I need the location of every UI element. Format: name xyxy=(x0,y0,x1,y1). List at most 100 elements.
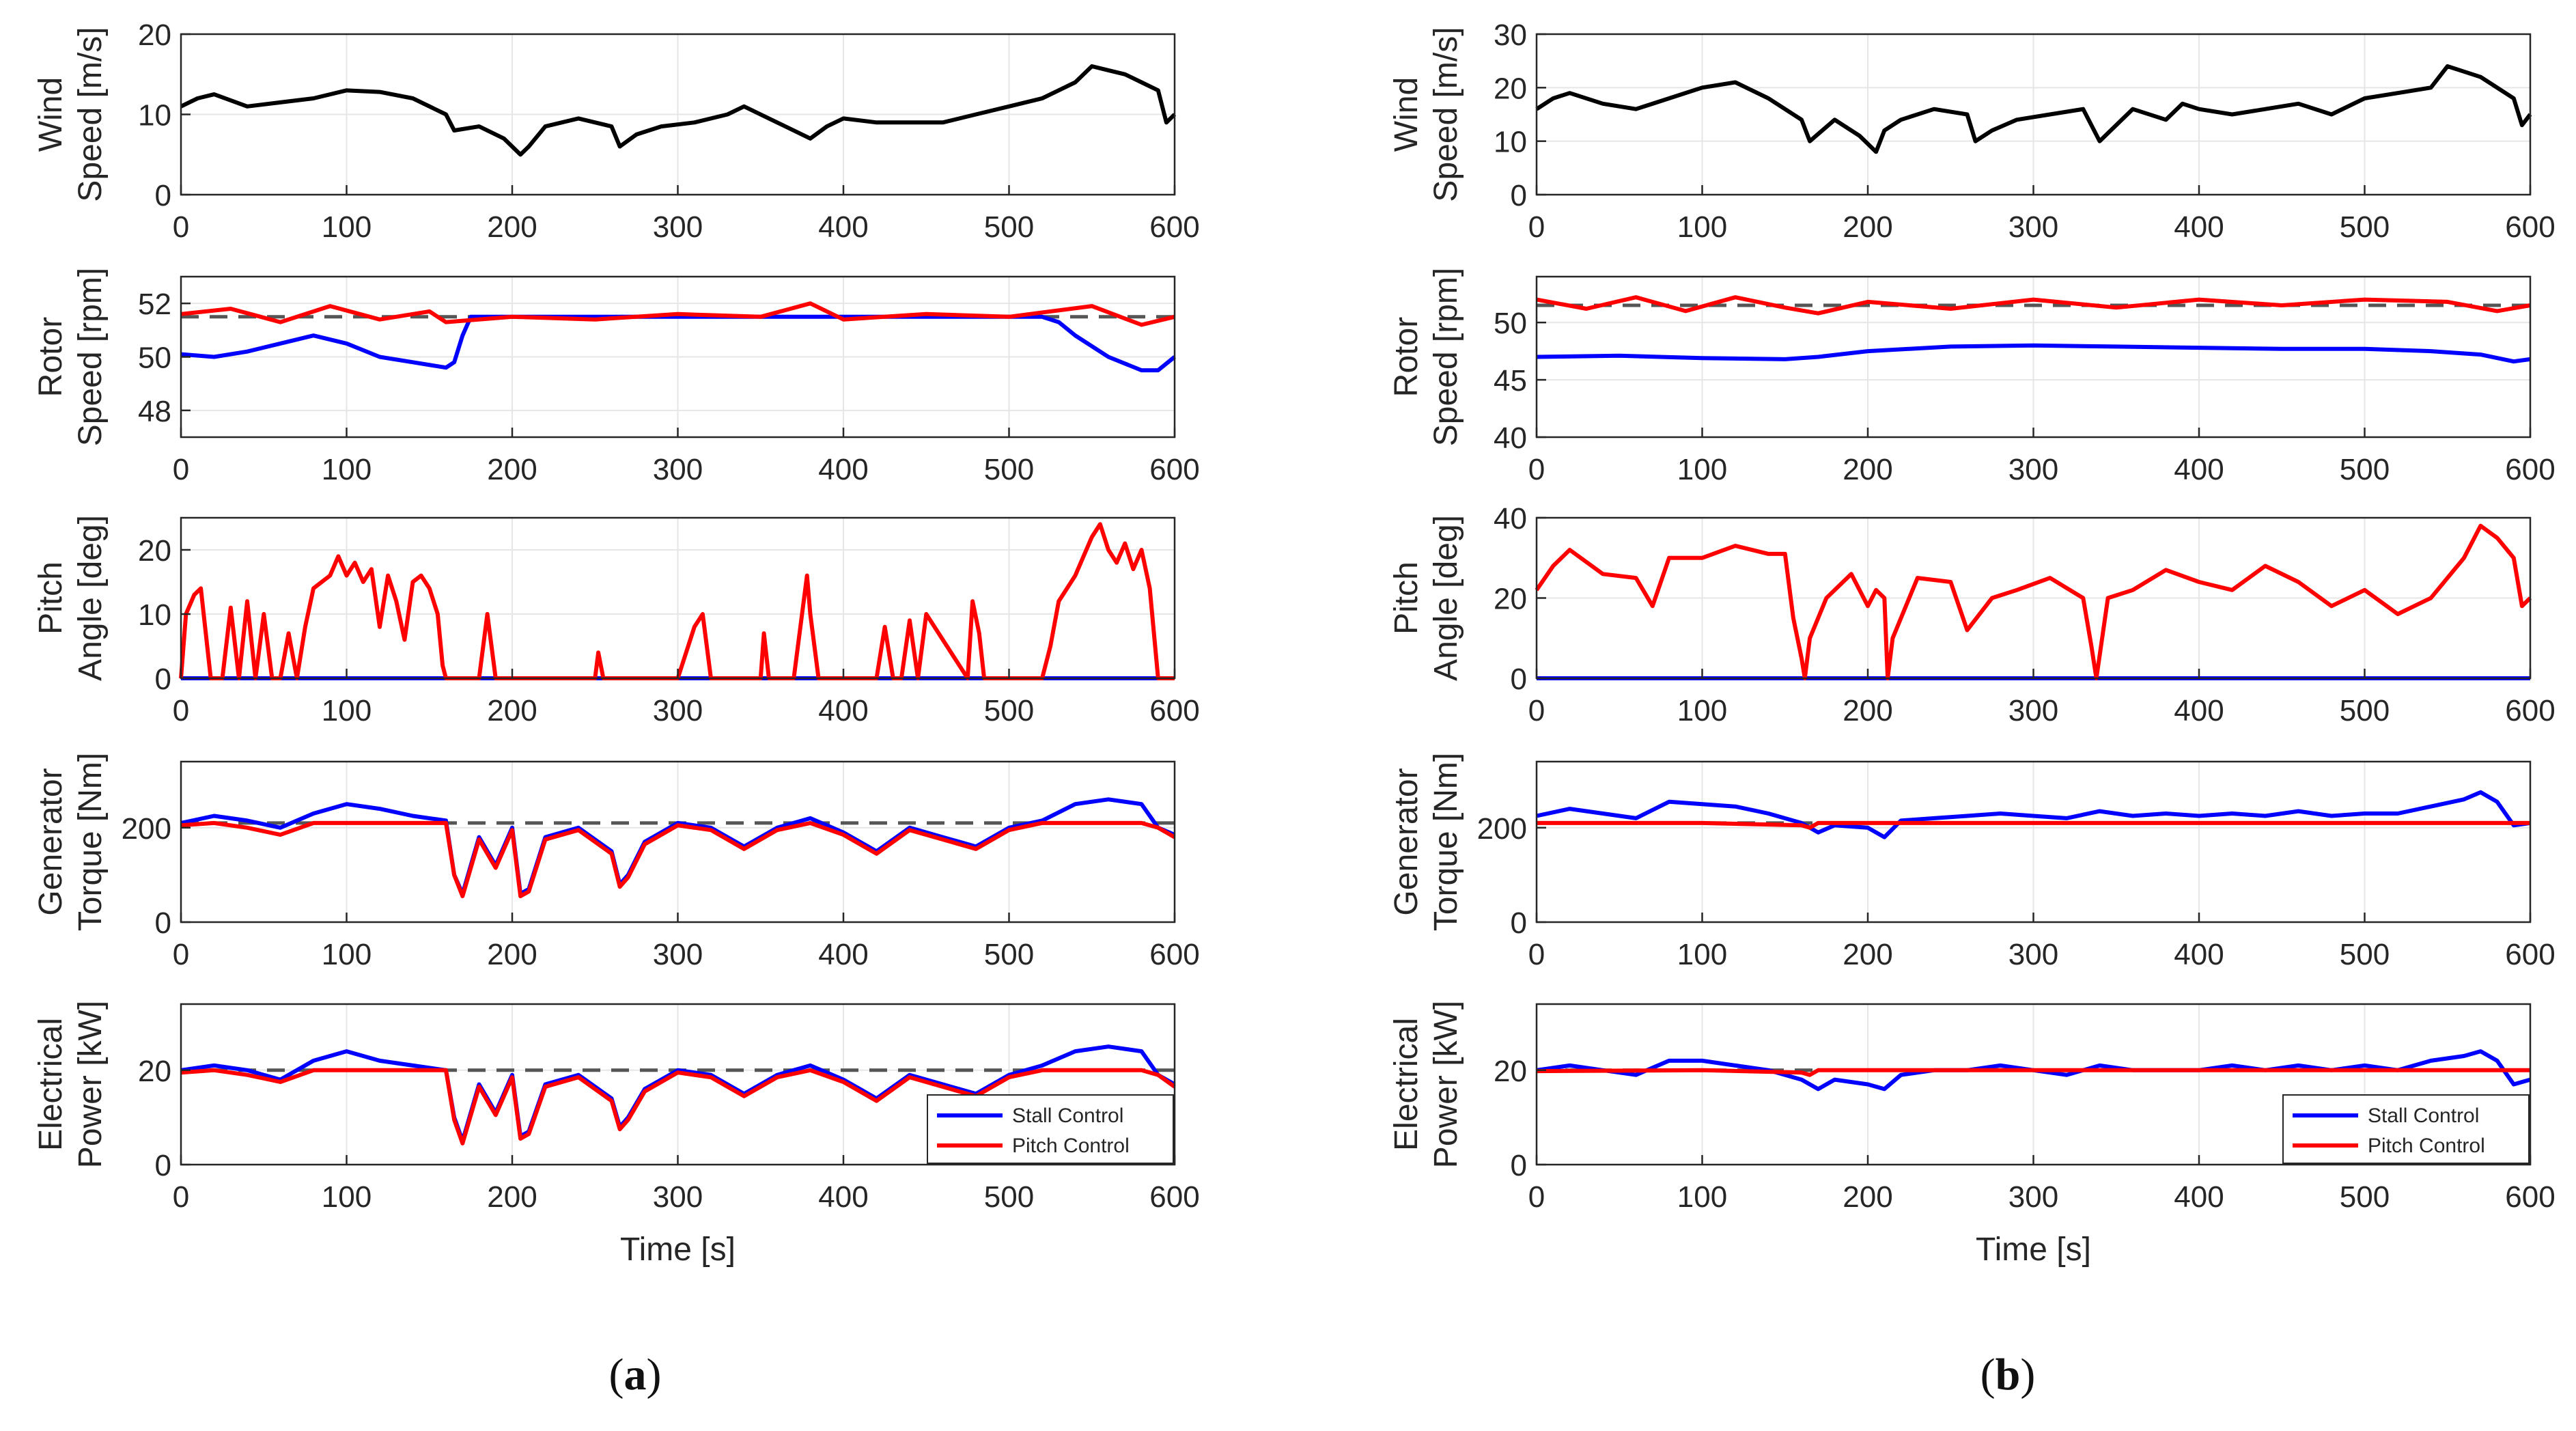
y-axis-label: Speed [rpm] xyxy=(72,268,109,446)
y-tick-label: 50 xyxy=(138,342,171,375)
x-tick-label: 0 xyxy=(1528,453,1545,486)
y-axis-label: Speed [m/s] xyxy=(1428,27,1464,202)
x-tick-label: 100 xyxy=(322,453,372,486)
y-tick-label: 10 xyxy=(1494,126,1527,159)
x-tick-label: 600 xyxy=(2505,210,2555,244)
x-tick-label: 600 xyxy=(1149,694,1199,727)
legend-label: Pitch Control xyxy=(1012,1135,1130,1157)
x-tick-label: 300 xyxy=(653,938,703,971)
y-axis-label: Torque [Nm] xyxy=(1428,753,1464,931)
x-tick-label: 400 xyxy=(2174,453,2224,486)
x-tick-label: 500 xyxy=(2340,694,2390,727)
y-axis-label: Power [kW] xyxy=(72,1001,109,1168)
x-axis-label: Time [s] xyxy=(1976,1232,2091,1268)
y-axis-label: Pitch xyxy=(33,561,69,635)
y-tick-label: 40 xyxy=(1494,502,1527,536)
x-tick-label: 300 xyxy=(2008,1180,2058,1214)
x-tick-label: 100 xyxy=(322,938,372,971)
legend-box xyxy=(2282,1094,2530,1164)
y-axis-label: Pitch xyxy=(1388,561,1425,635)
y-axis-label: Electrical xyxy=(1388,1018,1425,1151)
y-tick-label: 0 xyxy=(155,1149,171,1182)
y-axis-label: Electrical xyxy=(33,1018,69,1151)
series-line-wind-speed xyxy=(180,64,1177,157)
x-tick-label: 600 xyxy=(2505,938,2555,971)
y-tick-label: 40 xyxy=(1494,421,1527,455)
legend-label: Stall Control xyxy=(2368,1104,2479,1127)
caption-a: (a) xyxy=(567,1349,703,1401)
x-tick-label: 200 xyxy=(1843,453,1892,486)
x-tick-label: 200 xyxy=(487,1180,537,1214)
x-tick-label: 0 xyxy=(1528,210,1545,244)
x-tick-label: 300 xyxy=(2008,453,2058,486)
x-tick-label: 100 xyxy=(1677,453,1727,486)
x-tick-label: 300 xyxy=(653,210,703,244)
y-axis-label: Torque [Nm] xyxy=(72,753,109,931)
caption-a-open: ( xyxy=(608,1350,624,1400)
x-tick-label: 200 xyxy=(1843,210,1892,244)
legend-label: Stall Control xyxy=(1012,1104,1123,1127)
x-tick-label: 0 xyxy=(173,938,189,971)
subplot-a-0: 0 100 200 300 400 500 600 0 10 20 Wind Speed [m/s] xyxy=(33,18,1200,244)
y-tick-label: 20 xyxy=(1494,72,1527,105)
series-line-pitch-control xyxy=(1536,295,2531,316)
x-tick-label: 400 xyxy=(2174,694,2224,727)
x-tick-label: 300 xyxy=(653,694,703,727)
y-tick-label: 20 xyxy=(138,1055,171,1088)
x-tick-label: 500 xyxy=(984,210,1034,244)
x-tick-label: 400 xyxy=(2174,1180,2224,1214)
x-tick-label: 100 xyxy=(322,1180,372,1214)
x-tick-label: 200 xyxy=(487,453,537,486)
x-tick-label: 600 xyxy=(1149,210,1199,244)
y-tick-label: 20 xyxy=(138,18,171,52)
caption-a-letter: a xyxy=(624,1350,647,1400)
subplot-a-3: 0 100 200 300 400 500 600 0 200 Generator Torque [… xyxy=(33,753,1200,971)
x-tick-label: 500 xyxy=(2340,1180,2390,1214)
legend-box xyxy=(927,1094,1174,1164)
subplot-a-1: 0 100 200 300 400 500 600 48 50 52 Rotor Speed [rpm… xyxy=(33,268,1200,486)
series-line-stall-control xyxy=(1536,343,2531,364)
x-tick-label: 0 xyxy=(173,694,189,727)
x-tick-label: 200 xyxy=(487,694,537,727)
subplot-a-2: 0 100 200 300 400 500 600 0 10 20 Pitch Angle [deg] xyxy=(33,515,1200,727)
caption-a-close: ) xyxy=(646,1350,662,1400)
x-tick-label: 500 xyxy=(2340,453,2390,486)
x-tick-label: 600 xyxy=(2505,453,2555,486)
y-tick-label: 48 xyxy=(138,395,171,428)
x-tick-label: 300 xyxy=(2008,210,2058,244)
x-tick-label: 500 xyxy=(984,694,1034,727)
x-tick-label: 0 xyxy=(173,1180,189,1214)
y-tick-label: 200 xyxy=(1477,812,1527,846)
y-tick-label: 10 xyxy=(138,598,171,632)
x-tick-label: 0 xyxy=(1528,938,1545,971)
series-line-pitch-control xyxy=(1536,1068,2530,1077)
x-tick-label: 300 xyxy=(653,453,703,486)
x-tick-label: 600 xyxy=(1149,938,1199,971)
x-tick-label: 100 xyxy=(1677,694,1727,727)
y-axis-label: Wind xyxy=(1388,77,1425,152)
caption-b-open: ( xyxy=(1980,1350,1996,1400)
x-tick-label: 200 xyxy=(1843,938,1892,971)
series-line-pitch-control xyxy=(180,301,1175,327)
x-tick-label: 0 xyxy=(173,453,189,486)
x-tick-label: 100 xyxy=(1677,1180,1727,1214)
x-tick-label: 400 xyxy=(818,938,868,971)
subplot-b-1: 0 100 200 300 400 500 600 40 45 50 Rotor Speed [rpm… xyxy=(1388,268,2556,486)
y-axis-label: Rotor xyxy=(1388,317,1425,397)
series-line-pitch-control xyxy=(180,820,1176,898)
x-tick-label: 300 xyxy=(2008,938,2058,971)
x-tick-label: 600 xyxy=(2505,694,2555,727)
x-tick-label: 0 xyxy=(173,210,189,244)
caption-b-close: ) xyxy=(2020,1350,2036,1400)
x-tick-label: 400 xyxy=(818,1180,868,1214)
subplot-b-3: 0 100 200 300 400 500 600 0 200 Generator Torque [… xyxy=(1388,753,2556,971)
series-line-wind-speed xyxy=(1535,64,2532,154)
y-tick-label: 20 xyxy=(1494,583,1527,616)
x-tick-label: 500 xyxy=(984,453,1034,486)
series-line-stall-control xyxy=(1536,790,2531,839)
y-tick-label: 0 xyxy=(155,179,171,212)
x-tick-label: 200 xyxy=(1843,694,1892,727)
legend-label: Pitch Control xyxy=(2368,1135,2485,1157)
y-tick-label: 0 xyxy=(155,906,171,940)
